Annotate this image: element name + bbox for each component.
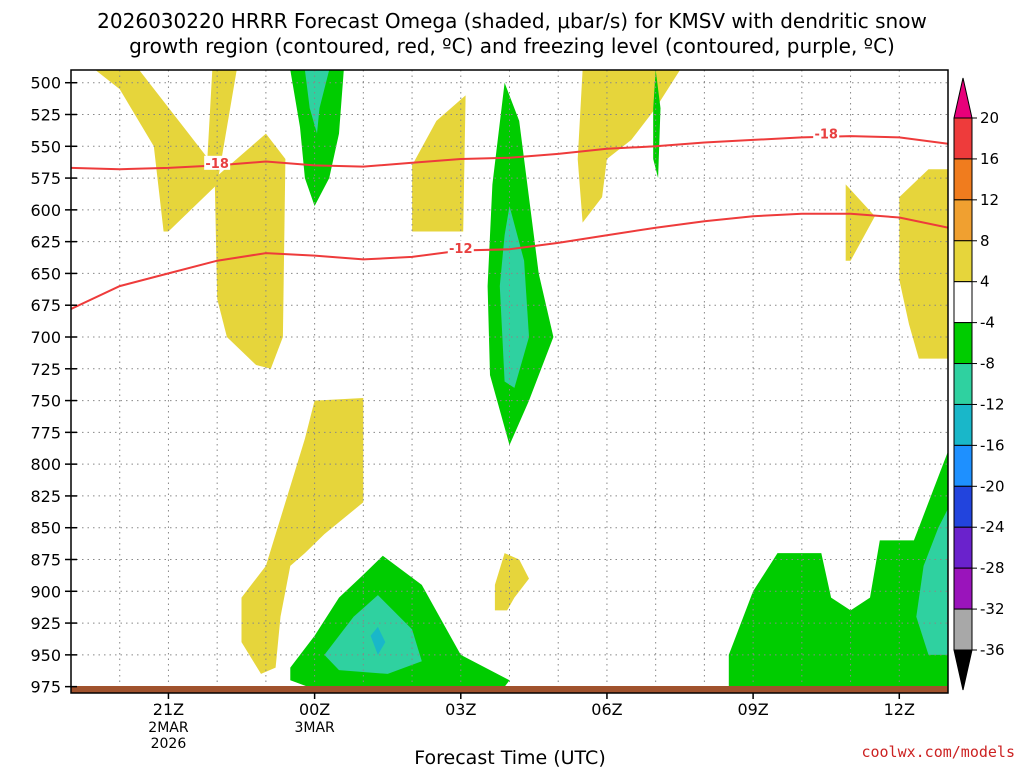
contour-line-dgz-minus12: [71, 212, 948, 310]
x-tick-date-2026: 2026: [151, 736, 187, 752]
x-tick-label-06Z: 06Z: [591, 700, 622, 719]
y-tick-label-875: 875: [30, 551, 61, 570]
colorbar-bin--20-to--16: [953, 444, 973, 487]
y-tick-label-700: 700: [30, 328, 61, 347]
y-tick-label-550: 550: [30, 137, 61, 156]
colorbar-bin--32-to--28: [953, 567, 973, 610]
y-tick-label-900: 900: [30, 582, 61, 601]
colorbar-label-8: 8: [980, 232, 990, 250]
y-tick-label-675: 675: [30, 296, 61, 315]
colorbar-bin-4-to-8: [953, 240, 973, 283]
colorbar-bottom-arrow: [953, 649, 973, 691]
contour-label-dgz-minus18: -18: [205, 157, 229, 172]
dgz-contours: -18 -18 -12: [71, 126, 948, 310]
colorbar-label--28: -28: [980, 559, 1005, 577]
omega-region-teal-lower-right: [916, 508, 948, 655]
colorbar-bin--8-to--4: [953, 322, 973, 365]
x-tick-label-12Z: 12Z: [884, 700, 915, 719]
colorbar-bin--12-to--8: [953, 363, 973, 405]
colorbar-label--20: -20: [980, 477, 1005, 495]
colorbar-label--24: -24: [980, 518, 1005, 536]
y-tick-label-800: 800: [30, 455, 61, 474]
omega-region-cyan-low-core: [370, 626, 386, 655]
y-tick-label-625: 625: [30, 233, 61, 252]
plot-frame: [70, 69, 949, 694]
y-tick-label-575: 575: [30, 169, 61, 188]
y-tick-label-500: 500: [30, 74, 61, 93]
chart-title-line-1: 2026030220 HRRR Forecast Omega (shaded, …: [97, 9, 927, 33]
omega-region-yellow-upper-left: [95, 70, 237, 232]
colorbar-label-12: 12: [980, 191, 999, 209]
contour-label-dgz-minus18b: -18: [814, 128, 838, 143]
contour-label-dgz-minus12: -12: [449, 242, 473, 257]
x-axis-label: Forecast Time (UTC): [414, 747, 605, 768]
y-tick-label-825: 825: [30, 487, 61, 506]
omega-region-teal-upper-00z: [304, 70, 330, 134]
contour-label-bg: [447, 241, 474, 255]
colorbar-label--36: -36: [980, 641, 1005, 659]
x-tick-label-21Z: 21Z: [153, 700, 184, 719]
colorbar-label--16: -16: [980, 436, 1005, 454]
colorbar-bin--36-to--32: [953, 608, 973, 651]
y-tick-label-925: 925: [30, 614, 61, 633]
colorbar-label--32: -32: [980, 600, 1005, 618]
omega-region-yellow-column-1z: [214, 133, 286, 369]
contour-label-bg: [204, 155, 231, 170]
colorbar-label-20: 20: [980, 109, 999, 127]
y-axis-pressure-ticks: 500 525 550 575 600 625 650 675 700 725 750 775 800 8…: [30, 74, 77, 697]
y-tick-label-950: 950: [30, 646, 61, 665]
omega-region-green-lower-right: [728, 451, 948, 693]
y-tick-label-750: 750: [30, 392, 61, 411]
chart-title-line-2: growth region (contoured, red, ºC) and f…: [129, 34, 895, 58]
colorbar-label--8: -8: [980, 355, 995, 373]
colorbar-bin-12-to-16: [953, 158, 973, 201]
credit-text: coolwx.com/models: [861, 743, 1015, 761]
colorbar-bin--4-to-4: [953, 281, 973, 324]
colorbar-label--4: -4: [980, 314, 995, 332]
colorbar-bin--24-to--20: [953, 485, 973, 528]
colorbar-top-arrow: [953, 77, 973, 119]
colorbar-bin-16-to-20: [953, 117, 973, 160]
colorbar: 20 16 12 8 4 -4 -8 -12 -16 -20 -24 -28 -32 -36: [953, 77, 1005, 691]
x-tick-date-2MAR: 2MAR: [148, 720, 189, 736]
x-tick-label-03Z: 03Z: [445, 700, 476, 719]
y-tick-label-600: 600: [30, 201, 61, 220]
contour-label-bg: [813, 126, 840, 141]
y-tick-label-725: 725: [30, 360, 61, 379]
omega-region-green-10z-streak: [653, 70, 661, 179]
omega-region-yellow-3z-upper: [412, 95, 466, 232]
omega-region-yellow-right-edge: [899, 169, 948, 359]
y-tick-label-775: 775: [30, 423, 61, 442]
omega-region-green-upper-00z: [290, 70, 344, 206]
colorbar-label-4: 4: [980, 273, 990, 291]
x-tick-label-00Z: 00Z: [299, 700, 330, 719]
omega-shading: [95, 70, 948, 693]
colorbar-label-16: 16: [980, 150, 999, 168]
y-tick-label-650: 650: [30, 264, 61, 283]
omega-region-yellow-column-2z: [241, 398, 364, 674]
omega-region-yellow-blob-4z: [494, 553, 529, 611]
colorbar-bin-8-to-12: [953, 199, 973, 242]
omega-region-teal-04z-core: [499, 206, 529, 388]
y-tick-label-850: 850: [30, 519, 61, 538]
colorbar-label--12: -12: [980, 395, 1005, 413]
colorbar-bin--16-to--12: [953, 403, 973, 446]
colorbar-bin--28-to--24: [953, 526, 973, 569]
x-tick-label-09Z: 09Z: [737, 700, 768, 719]
y-tick-label-525: 525: [30, 106, 61, 125]
ground-surface-band: [71, 686, 948, 693]
y-tick-label-975: 975: [30, 678, 61, 697]
x-tick-date-3MAR: 3MAR: [294, 720, 335, 736]
